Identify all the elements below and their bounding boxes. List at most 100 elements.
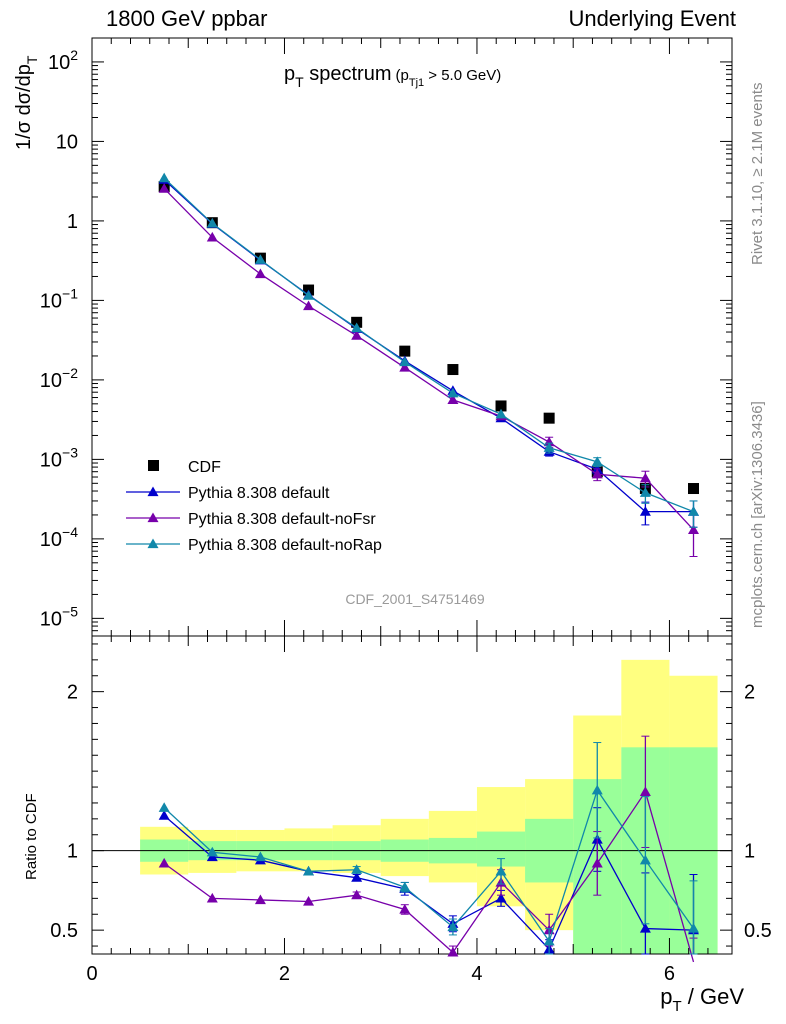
ratio-2-point-1 (206, 846, 218, 857)
ratio-2-point-8 (543, 935, 555, 946)
series-3-point-0 (158, 172, 170, 183)
series-3-point-3 (303, 290, 315, 300)
legend-label-1: Pythia 8.308 default (188, 485, 330, 502)
ratio-y-tick-label-left-2: 2 (67, 682, 78, 704)
ratio-2-point-2 (254, 851, 266, 862)
ratio-0-point-7 (495, 892, 507, 903)
series-2-point-9 (591, 468, 603, 479)
series-3-point-4 (351, 322, 363, 333)
ratio-y-axis-label: Ratio to CDF (23, 793, 40, 880)
y-tick-label-exponent: −4 (62, 524, 78, 540)
series-3-point-1 (206, 217, 218, 228)
label-subscript: T (295, 74, 304, 90)
series-2-point-11 (688, 524, 700, 534)
data-series (158, 172, 700, 963)
series-3-point-11 (688, 506, 700, 516)
legend-marker-2 (147, 512, 159, 523)
y-tick-label-base: 10 (40, 529, 62, 551)
legend-label-2: Pythia 8.308 default-noFsr (188, 511, 376, 528)
y-tick-label-3: 10−2 (40, 365, 78, 392)
cdf-point-4 (351, 316, 363, 328)
header-right: Underlying Event (568, 6, 736, 31)
y-tick-label-exponent: −3 (62, 444, 78, 460)
series-2-point-0 (158, 183, 170, 193)
plot-title: pT spectrum (pTj1 > 5.0 GeV) (284, 63, 501, 90)
plot-title-cut: (p (396, 67, 409, 84)
ratio-y-tick-label-right-2: 2 (744, 682, 755, 704)
header-left: 1800 GeV ppbar (106, 6, 268, 31)
cdf-point-6 (447, 364, 459, 376)
main-y-axis-label: 1/σ dσ/dpT (13, 55, 40, 150)
y-tick-label-exponent: −5 (62, 603, 78, 619)
ratio-1-point-10 (639, 786, 651, 796)
ratio-0-point-10 (639, 923, 651, 933)
ratio-1-point-0 (158, 857, 170, 868)
ratio-y-tick-label-left-0: 0.5 (50, 920, 78, 942)
y-tick-label-1: 10−4 (40, 524, 78, 551)
ratio-0-point-4 (351, 872, 363, 882)
series-line-3 (163, 177, 694, 513)
y-tick-label-4: 10−1 (40, 285, 78, 312)
ratio-y-tick-label-right-1: 1 (744, 841, 755, 863)
series-3-point-7 (495, 408, 507, 419)
y-tick-label-base: 10 (56, 131, 78, 153)
label-part: spectrum (304, 63, 392, 85)
y-tick-label-base: 10 (40, 370, 62, 392)
ratio-2-point-11 (688, 923, 700, 933)
ratio-1-point-1 (206, 892, 218, 903)
ratio-1-point-2 (254, 894, 266, 905)
y-tick-label-base: 10 (48, 52, 70, 74)
series-line-1 (163, 179, 694, 513)
y-tick-label-exponent: −1 (62, 285, 78, 301)
ratio-y-tick-label-right-0: 0.5 (744, 920, 772, 942)
ratio-2-point-4 (351, 864, 363, 874)
legend-marker-3 (147, 538, 159, 549)
series-3-point-8 (543, 442, 555, 452)
ratio-2-point-6 (447, 921, 459, 932)
cut-part: (p (396, 67, 409, 84)
x-tick-label-1: 2 (279, 963, 290, 985)
legend-marker-1 (147, 486, 159, 497)
series-2-point-6 (447, 394, 459, 405)
cut-part: > 5.0 GeV) (424, 67, 501, 84)
ratio-2-point-9 (591, 784, 603, 795)
series-3-point-10 (639, 487, 651, 497)
series-1-point-10 (639, 506, 651, 516)
series-3-point-6 (447, 387, 459, 398)
series-2-point-3 (303, 300, 315, 311)
y-tick-label-0: 10−5 (40, 603, 78, 630)
y-tick-label-2: 10−3 (40, 444, 78, 471)
axis-labels: pT spectrum (pTj1 > 5.0 GeV)1/σ dσ/dpTRat… (13, 55, 744, 1015)
series-2-point-1 (206, 231, 218, 242)
cdf-point-5 (399, 345, 411, 357)
x-tick-label-3: 6 (664, 963, 675, 985)
ratio-1-point-6 (447, 946, 459, 957)
label-subscript: T (24, 55, 40, 64)
ratio-1-point-5 (399, 903, 411, 914)
y-tick-label-6: 10 (56, 131, 78, 153)
series-2-point-10 (639, 472, 651, 483)
series-2-point-8 (543, 436, 555, 447)
analysis-watermark: CDF_2001_S4751469 (345, 591, 485, 607)
rivet-version-label: Rivet 3.1.10, ≥ 2.1M events (749, 83, 766, 266)
ratio-2-point-10 (639, 854, 651, 865)
ratio-2-point-5 (399, 881, 411, 892)
cdf-point-7 (495, 400, 507, 412)
cut-subscript: Tj1 (409, 77, 424, 89)
y-tick-label-7: 102 (48, 47, 78, 74)
series-3-point-2 (254, 254, 266, 264)
label-part: / GeV (682, 984, 745, 1009)
ratio-0-point-0 (158, 810, 170, 820)
y-tick-label-base: 1 (67, 211, 78, 233)
legend: CDF Pythia 8.308 default Pythia 8.308 defa… (126, 459, 382, 554)
cdf-point-8 (543, 412, 555, 424)
series-line-2 (163, 188, 694, 531)
series-2-point-5 (399, 362, 411, 372)
ratio-line-2 (163, 788, 695, 943)
ratio-1-point-4 (351, 889, 363, 900)
ratio-line-1 (163, 790, 695, 963)
y-tick-label-exponent: 2 (70, 47, 78, 63)
series-3-point-9 (591, 456, 603, 467)
